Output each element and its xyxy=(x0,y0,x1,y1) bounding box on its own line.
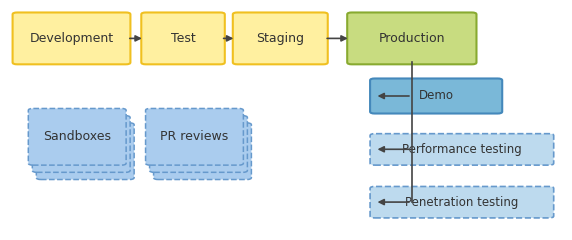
FancyBboxPatch shape xyxy=(150,116,247,172)
FancyBboxPatch shape xyxy=(145,108,244,165)
Text: Penetration testing: Penetration testing xyxy=(405,196,519,209)
FancyBboxPatch shape xyxy=(29,108,126,165)
Text: Performance testing: Performance testing xyxy=(402,143,522,156)
Text: Test: Test xyxy=(170,32,196,45)
FancyBboxPatch shape xyxy=(370,186,554,218)
Text: Sandboxes: Sandboxes xyxy=(43,130,111,143)
FancyBboxPatch shape xyxy=(33,116,130,172)
Text: PR reviews: PR reviews xyxy=(160,130,229,143)
FancyBboxPatch shape xyxy=(153,123,252,180)
FancyBboxPatch shape xyxy=(233,12,328,64)
FancyBboxPatch shape xyxy=(13,12,130,64)
Text: Development: Development xyxy=(29,32,114,45)
FancyBboxPatch shape xyxy=(37,123,134,180)
FancyBboxPatch shape xyxy=(347,12,476,64)
FancyBboxPatch shape xyxy=(370,134,554,165)
Text: Staging: Staging xyxy=(256,32,304,45)
FancyBboxPatch shape xyxy=(370,78,502,114)
Text: Production: Production xyxy=(379,32,445,45)
Text: Demo: Demo xyxy=(419,90,454,102)
FancyBboxPatch shape xyxy=(141,12,225,64)
